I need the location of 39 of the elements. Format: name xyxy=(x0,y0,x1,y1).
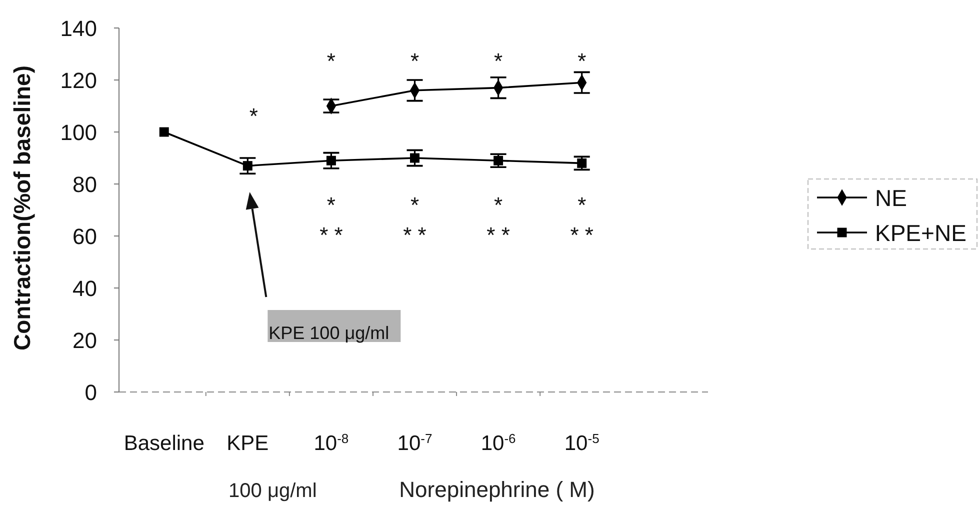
y-tick-label: 80 xyxy=(72,172,97,197)
x-axis-title: Norepinephrine ( M) xyxy=(399,477,595,502)
x-tick-label: KPE xyxy=(226,432,269,455)
annotation: * xyxy=(326,48,336,74)
annotation: * xyxy=(326,192,336,218)
annotation: * * xyxy=(486,222,510,248)
legend-label: NE xyxy=(875,185,907,211)
point xyxy=(159,127,169,137)
y-tick-label: 0 xyxy=(84,380,97,405)
x-tick-label: Baseline xyxy=(124,432,204,455)
point xyxy=(326,156,336,166)
point xyxy=(410,153,420,163)
point xyxy=(242,161,252,171)
x-tick-label: 10$^{-7}$ xyxy=(397,430,432,455)
y-tick-label: 120 xyxy=(60,68,97,93)
annotation: * * xyxy=(403,222,427,248)
annotation: * * xyxy=(320,222,344,248)
y-tick-label: 100 xyxy=(60,120,97,145)
legend-label: KPE+NE xyxy=(875,220,966,246)
annotation: * xyxy=(249,104,258,129)
y-tick-label: 20 xyxy=(72,328,97,353)
annotation: * xyxy=(410,48,420,74)
annotation: * xyxy=(410,192,420,218)
y-axis-title: Contraction(%of baseline) xyxy=(9,66,35,350)
text: 100 μg/ml xyxy=(228,480,317,502)
x-tick-label: 10$^{-6}$ xyxy=(480,430,516,455)
annotation: * xyxy=(578,48,587,74)
y-tick-label: 140 xyxy=(60,16,97,41)
x-tick-label: 10$^{-8}$ xyxy=(314,430,349,455)
annotation: KPE 100 μg/ml xyxy=(268,323,390,343)
annotation: * xyxy=(494,48,504,74)
y-tick-label: 40 xyxy=(72,276,97,301)
y-tick-label: 60 xyxy=(72,224,97,249)
x-tick-label: 10$^{-5}$ xyxy=(564,430,600,455)
point xyxy=(577,158,587,168)
annotation: * xyxy=(494,192,504,218)
annotation: * xyxy=(578,192,587,218)
point xyxy=(494,156,504,166)
annotation: * * xyxy=(570,222,594,248)
